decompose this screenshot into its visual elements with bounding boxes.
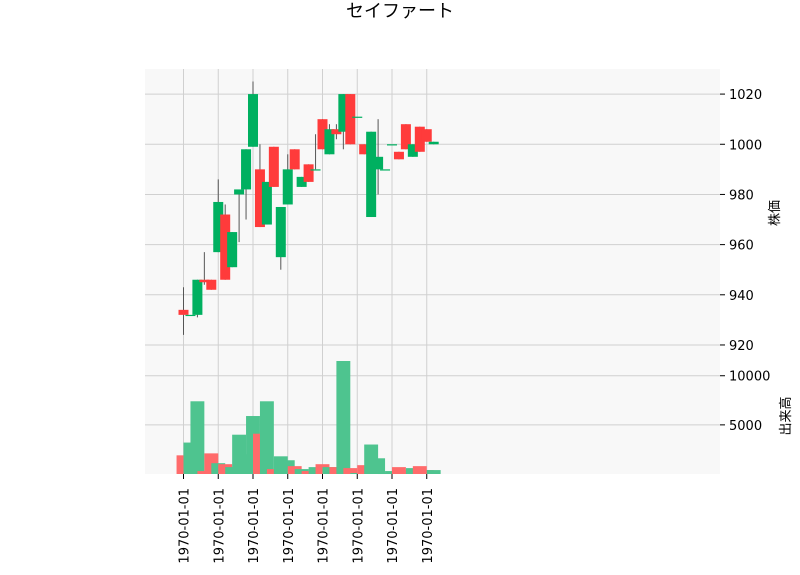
candle-body — [282, 169, 293, 205]
price-tick-label: 960 — [729, 239, 754, 254]
price-plot-area — [145, 69, 720, 355]
price-axis-label: 株価 — [768, 200, 783, 226]
candle-body — [261, 181, 272, 225]
candle-body — [387, 144, 397, 146]
x-tick-label: 1970-01-01 — [351, 488, 366, 564]
price-tick-label: 1020 — [729, 88, 762, 103]
volume-bar — [301, 471, 316, 474]
candle-body — [310, 169, 321, 171]
x-tick-label: 1970-01-01 — [386, 488, 401, 564]
volume-bar — [426, 470, 441, 474]
candle-body — [241, 149, 252, 190]
volume-panel: 5000 10000 — [145, 355, 770, 475]
candle-body — [393, 151, 404, 160]
candle-body — [303, 164, 314, 182]
candle-body — [192, 279, 203, 315]
volume-axis-label: 出来高 — [778, 396, 794, 435]
volume-bar — [190, 401, 205, 474]
candle-body — [234, 189, 245, 195]
candle-body — [296, 176, 307, 187]
volume-bar — [266, 469, 281, 474]
candle-body — [220, 214, 231, 280]
volume-bar — [336, 361, 351, 474]
chart-title: セイファート — [346, 1, 454, 22]
x-tick-label: 1970-01-01 — [317, 488, 332, 564]
candle-body — [206, 279, 217, 290]
candle-body — [331, 129, 342, 135]
candle-body — [248, 94, 258, 147]
candle-body — [178, 309, 189, 315]
candle-body — [400, 124, 411, 150]
x-tick-label: 1970-01-01 — [212, 488, 227, 564]
candle-body — [380, 169, 391, 171]
price-tick-label: 940 — [729, 289, 754, 304]
candle-body — [407, 144, 418, 157]
candle-body — [185, 314, 196, 317]
price-tick-label: 980 — [729, 188, 754, 203]
price-tick-label: 920 — [729, 339, 754, 354]
candle-body — [227, 232, 238, 268]
x-tick-label: 1970-01-01 — [178, 488, 193, 564]
candle-body — [338, 94, 349, 132]
x-tick-label: 1970-01-01 — [247, 488, 262, 564]
price-tick-label: 1000 — [729, 138, 762, 153]
candle-body — [414, 126, 425, 152]
x-tick-label: 1970-01-01 — [421, 488, 436, 564]
candle-body — [324, 129, 335, 155]
candle-body — [359, 144, 370, 155]
candle-body — [373, 156, 384, 170]
x-axis: 1970-01-01 1970-01-01 1970-01-01 1970-01-01… — [178, 474, 436, 564]
candle-body — [345, 94, 356, 145]
candle-body — [317, 119, 328, 150]
candle-body — [213, 201, 224, 253]
x-tick-label: 1970-01-01 — [282, 488, 297, 564]
volume-tick-label: 10000 — [729, 370, 770, 385]
candle-body — [289, 149, 300, 170]
candle-body — [268, 146, 279, 187]
candle-body — [352, 116, 363, 118]
volume-tick-label: 5000 — [729, 419, 762, 434]
candle-body — [421, 129, 432, 142]
candle-body — [199, 279, 210, 283]
price-panel: 920 940 960 980 1000 1020 — [145, 69, 762, 355]
volume-bar — [197, 471, 212, 474]
volume-bar — [371, 458, 386, 474]
volume-bar — [259, 401, 274, 474]
candle-body — [254, 169, 265, 228]
volume-bar — [405, 468, 420, 474]
candle-body — [366, 131, 377, 218]
volume-bar — [343, 468, 358, 474]
candle-body — [428, 141, 439, 145]
volume-plot-area — [145, 355, 720, 474]
candle-body — [275, 206, 286, 258]
